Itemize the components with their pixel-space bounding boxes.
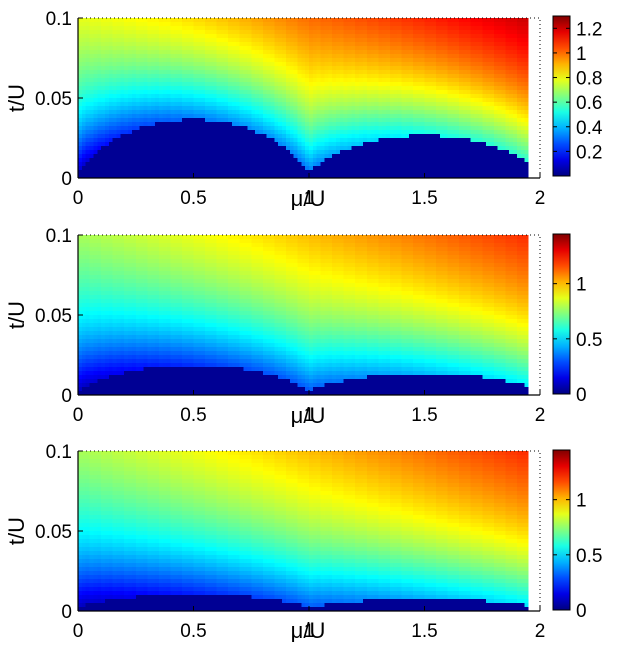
x-tick-label: 0.5 <box>180 405 206 426</box>
colorbar-tick-label: 1.2 <box>576 19 602 40</box>
x-tick-label: 0 <box>73 405 84 426</box>
colorbar-tick-label: 0.5 <box>576 546 602 567</box>
colorbar-tick-label: 0.5 <box>576 330 602 351</box>
x-axis-label: μ/U <box>291 186 326 211</box>
colorbar <box>552 233 571 395</box>
x-tick-label: 1.5 <box>411 405 437 426</box>
x-tick-label: 0 <box>73 188 84 209</box>
colorbar <box>552 15 571 177</box>
y-axis-label: t/U <box>4 301 29 329</box>
colorbar <box>552 449 571 611</box>
x-axis-label: μ/U <box>291 618 326 643</box>
x-tick-label: 0 <box>73 621 84 642</box>
y-tick-label: 0.1 <box>46 226 72 247</box>
y-axis-label: t/U <box>4 517 29 545</box>
y-tick-label: 0.05 <box>35 89 72 110</box>
colorbar-tick-label: 1 <box>576 491 587 512</box>
y-tick-label: 0.1 <box>46 442 72 463</box>
x-tick-label: 0.5 <box>180 621 206 642</box>
colorbar-tick-label: 0 <box>576 601 587 622</box>
heatmap-image <box>78 451 540 611</box>
y-tick-label: 0 <box>61 169 72 190</box>
heatmap-image <box>78 235 540 395</box>
panel-2: 0 0.5 1 1.5 2 0 0.05 0.1 μ/U t/U 0 0.5 1 <box>4 226 602 428</box>
colorbar-tick-label: 0.2 <box>576 142 602 163</box>
x-tick-label: 2 <box>535 188 546 209</box>
x-tick-label: 1 <box>304 405 315 426</box>
x-tick-label: 1 <box>304 621 315 642</box>
colorbar-tick-label: 1 <box>576 275 587 296</box>
y-axis-label: t/U <box>4 84 29 112</box>
x-tick-label: 1.5 <box>411 621 437 642</box>
y-tick-label: 0 <box>61 386 72 407</box>
x-tick-label: 1.5 <box>411 188 437 209</box>
colorbar-tick-label: 0.8 <box>576 69 602 90</box>
colorbar-tick-label: 1 <box>576 44 587 65</box>
y-tick-label: 0.05 <box>35 306 72 327</box>
y-tick-label: 0.1 <box>46 9 72 30</box>
x-axis-label: μ/U <box>291 403 326 428</box>
panel-1: 0 0.5 1 1.5 2 0 0.05 0.1 μ/U t/U 0.2 0.4 0.6 0.8 1 1.2 <box>4 9 603 211</box>
colorbar-tick-label: 0 <box>576 385 587 406</box>
y-tick-label: 0.05 <box>35 522 72 543</box>
x-tick-label: 2 <box>535 405 546 426</box>
heatmap-image <box>78 18 540 178</box>
colorbar-tick-label: 0.4 <box>576 118 603 139</box>
panel-3: 0 0.5 1 1.5 2 0 0.05 0.1 μ/U t/U 0 0.5 1 <box>4 442 602 643</box>
y-tick-label: 0 <box>61 602 72 623</box>
x-tick-label: 1 <box>304 188 315 209</box>
x-tick-label: 0.5 <box>180 188 206 209</box>
x-tick-label: 2 <box>535 621 546 642</box>
colorbar-tick-label: 0.6 <box>576 93 602 114</box>
